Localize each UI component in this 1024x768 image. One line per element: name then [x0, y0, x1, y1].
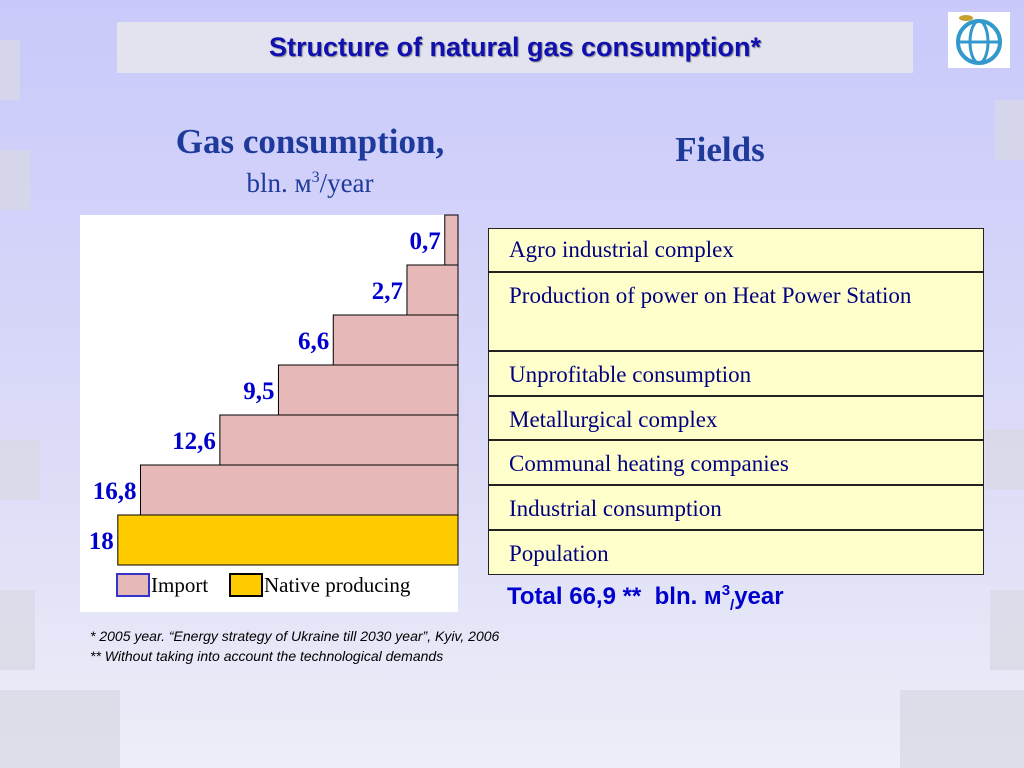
- value-label: 9,5: [243, 378, 274, 405]
- total: Total 66,9 ** bln. м3/year: [507, 582, 784, 614]
- unit-sup: 3: [311, 169, 320, 186]
- value-label: 0,7: [410, 228, 441, 255]
- field-cell: Metallurgical complex: [488, 396, 984, 440]
- footnote: ** Without taking into account the techn…: [90, 648, 444, 664]
- bar: [117, 514, 459, 566]
- value-label: 12,6: [172, 428, 216, 455]
- unit: bln. м3/year: [120, 168, 500, 199]
- bar: [406, 264, 459, 316]
- bar: [444, 214, 459, 266]
- legend-label: Import: [151, 573, 208, 597]
- legend-label: Native producing: [264, 573, 411, 597]
- value-label: 2,7: [372, 278, 403, 305]
- chart-title: Gas consumption,: [175, 122, 445, 161]
- legend-swatch: [116, 573, 150, 597]
- bar: [139, 464, 459, 516]
- total-text: Total 66,9 ** bln. м: [507, 583, 722, 610]
- value-label: 16,8: [93, 478, 137, 505]
- slide-title: Structure of natural gas consumption*: [117, 22, 913, 73]
- field-cell: Communal heating companies: [488, 440, 984, 485]
- bar: [277, 364, 459, 416]
- footnote: * 2005 year. “Energy strategy of Ukraine…: [90, 628, 500, 644]
- value-label: 18: [89, 528, 114, 555]
- fields-title: Fields: [675, 130, 765, 169]
- value-label: 6,6: [298, 328, 329, 355]
- total-sub: /: [730, 596, 735, 614]
- field-cell: Production of power on Heat Power Statio…: [488, 272, 984, 351]
- unit-text: bln. м: [246, 168, 312, 198]
- bar: [219, 414, 459, 466]
- unit-rest: /year: [319, 168, 374, 198]
- logo: [948, 12, 1010, 68]
- total-rest: year: [734, 583, 784, 610]
- total-sup: 3: [721, 582, 731, 599]
- legend-swatch: [229, 573, 263, 597]
- field-cell: Industrial consumption: [488, 485, 984, 530]
- field-cell: Population: [488, 530, 984, 575]
- footnotes: * 2005 year. “Energy strategy of Ukraine…: [90, 626, 499, 666]
- bar: [332, 314, 459, 366]
- field-cell: Unprofitable consumption: [488, 351, 984, 396]
- field-cell: Agro industrial complex: [488, 228, 984, 272]
